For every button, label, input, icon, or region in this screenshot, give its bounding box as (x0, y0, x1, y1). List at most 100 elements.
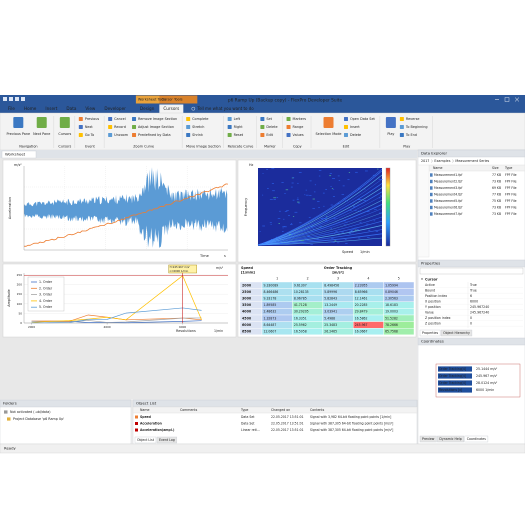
object-icon[interactable] (135, 422, 138, 425)
ribbon-button-icon[interactable] (186, 117, 191, 121)
breadcrumb-item[interactable]: Examples (434, 159, 450, 163)
panel-tab-label[interactable]: Properties (422, 331, 438, 335)
folder-item[interactable]: Project Database 'p6 Ramp Up' (13, 417, 64, 421)
ribbon-button-label[interactable]: Next (85, 125, 94, 129)
ribbon-button-icon[interactable] (132, 117, 137, 121)
panel-tab-label[interactable]: Object Hierarchy (443, 331, 470, 335)
list-cell[interactable]: Measurement1.fpf (434, 173, 463, 177)
ribbon-button-label[interactable]: Predefined by Data (138, 133, 171, 137)
ribbon-button-icon[interactable] (78, 117, 83, 121)
ribbon-button-icon[interactable] (78, 125, 83, 129)
object-icon[interactable] (135, 415, 138, 419)
ribbon-button-label[interactable]: Delete (350, 133, 361, 137)
panel-tab[interactable] (156, 436, 178, 444)
panel-tab[interactable] (440, 329, 473, 337)
ribbon-button-icon[interactable] (108, 133, 113, 137)
ribbon-button-label[interactable]: Insert (350, 125, 360, 129)
quick-access-icon[interactable] (3, 97, 7, 101)
ribbon-tab[interactable]: Data (66, 106, 76, 111)
document-tab[interactable] (1, 150, 37, 159)
breadcrumb-item[interactable]: Measurement Series (455, 159, 489, 163)
ribbon-button-icon[interactable] (108, 117, 113, 121)
list-cell[interactable]: Measurement5.fpf (434, 199, 463, 203)
ribbon-button-label[interactable]: Edit (266, 133, 273, 137)
folder-icon[interactable] (4, 410, 8, 414)
ribbon-button-icon[interactable] (286, 125, 291, 129)
ribbon-button-icon[interactable] (132, 133, 137, 137)
ribbon-button-label[interactable]: Remove Image Section (138, 117, 177, 121)
ribbon-button-icon[interactable] (227, 133, 232, 137)
ribbon-button-label[interactable]: Previous (85, 117, 100, 121)
ribbon-button-icon[interactable] (186, 133, 191, 137)
ribbon-button-icon[interactable] (132, 125, 137, 129)
list-cell[interactable]: Measurement4.fpf (434, 193, 463, 197)
list-cell[interactable]: Measurement3.fpf (434, 186, 463, 190)
ribbon-button-label[interactable]: Range (293, 125, 304, 129)
ribbon-button-icon[interactable] (59, 117, 70, 128)
ribbon-button-label[interactable]: Play (387, 132, 394, 136)
ribbon-tab[interactable]: Insert (45, 106, 57, 111)
ribbon-button-label[interactable]: Reset (234, 133, 244, 137)
ribbon-tab[interactable]: Developer (104, 106, 126, 111)
ribbon-tab[interactable]: Design (140, 106, 155, 111)
ribbon-button-label[interactable]: Values (293, 133, 304, 137)
ribbon-button-icon[interactable] (13, 117, 24, 128)
ribbon-button-label[interactable]: Right (234, 125, 244, 129)
ribbon-button-icon[interactable] (260, 133, 265, 137)
file-icon[interactable] (430, 205, 433, 210)
ribbon-button-label[interactable]: Cancel (114, 117, 126, 121)
ribbon-button-label[interactable]: Reverse (406, 117, 420, 121)
ribbon-button-label[interactable]: Next Pane (33, 132, 50, 136)
ribbon-button-label[interactable]: Complete (192, 117, 208, 121)
tell-me[interactable]: Tell me what you want to do (196, 106, 254, 111)
ribbon-button-label[interactable]: Unzoom (114, 133, 129, 137)
list-cell[interactable]: Acceleration(ampl.) (140, 428, 175, 432)
ribbon-button-icon[interactable] (343, 125, 348, 129)
ribbon-button-icon[interactable] (343, 117, 348, 121)
file-icon[interactable] (430, 192, 433, 197)
file-icon[interactable] (430, 186, 433, 190)
ribbon-button-label[interactable]: Cursors (58, 132, 71, 136)
ribbon-button-label[interactable]: To Beginning (405, 125, 428, 129)
ribbon-button-icon[interactable] (323, 117, 334, 128)
panel-tab-label[interactable]: Preview (422, 437, 435, 441)
folder-icon[interactable] (7, 417, 11, 421)
ribbon-button-label[interactable]: Adjust Image Section (138, 125, 174, 129)
panel-tab-label[interactable]: Object List (137, 438, 155, 442)
ribbon-button-label[interactable]: Selection Mode (316, 132, 342, 136)
ribbon-button-label[interactable]: Stretch (192, 125, 204, 129)
panel-tab[interactable] (419, 435, 437, 443)
ribbon-button-icon[interactable] (227, 117, 232, 121)
ribbon-button-icon[interactable] (108, 125, 113, 129)
file-icon[interactable] (430, 179, 433, 184)
quick-access-icon[interactable] (9, 97, 13, 101)
panel-tab-label[interactable]: Event Log (159, 438, 175, 442)
ribbon-button-label[interactable]: Go To (85, 133, 94, 137)
ribbon-button-icon[interactable] (260, 117, 265, 121)
ribbon-button-icon[interactable] (399, 133, 404, 137)
panel-tab[interactable] (134, 436, 157, 444)
list-cell[interactable]: Speed (140, 415, 151, 419)
ribbon-button-icon[interactable] (343, 133, 348, 137)
ribbon-button-label[interactable]: Record (114, 125, 126, 129)
ribbon-tab[interactable]: Cursors (163, 106, 179, 111)
ribbon-tab[interactable]: View (85, 106, 96, 111)
panel-tab[interactable] (437, 435, 464, 443)
list-cell[interactable]: Measurement6.fpf (434, 206, 463, 210)
ribbon-button-icon[interactable] (78, 133, 83, 137)
window-maximize[interactable] (504, 97, 510, 102)
object-selector[interactable] (419, 267, 524, 275)
panel-tab[interactable] (419, 329, 441, 337)
file-icon[interactable] (430, 199, 433, 203)
ribbon-button-label[interactable]: Set (266, 117, 272, 121)
quick-access-icon[interactable] (15, 97, 19, 101)
folder-item[interactable]: Not activated (.ubl/data) (10, 410, 51, 414)
ribbon-button-label[interactable]: Shrink (192, 133, 203, 137)
list-cell[interactable]: Measurement7.fpf (434, 212, 463, 216)
ribbon-button-label[interactable]: Left (234, 117, 241, 121)
document-tab-label[interactable]: Worksheet (5, 152, 26, 157)
list-cell[interactable]: Acceleration (140, 422, 162, 426)
ribbon-button-icon[interactable] (399, 117, 404, 121)
ribbon-button-label[interactable]: Delete (266, 125, 277, 129)
file-icon[interactable] (430, 173, 433, 177)
